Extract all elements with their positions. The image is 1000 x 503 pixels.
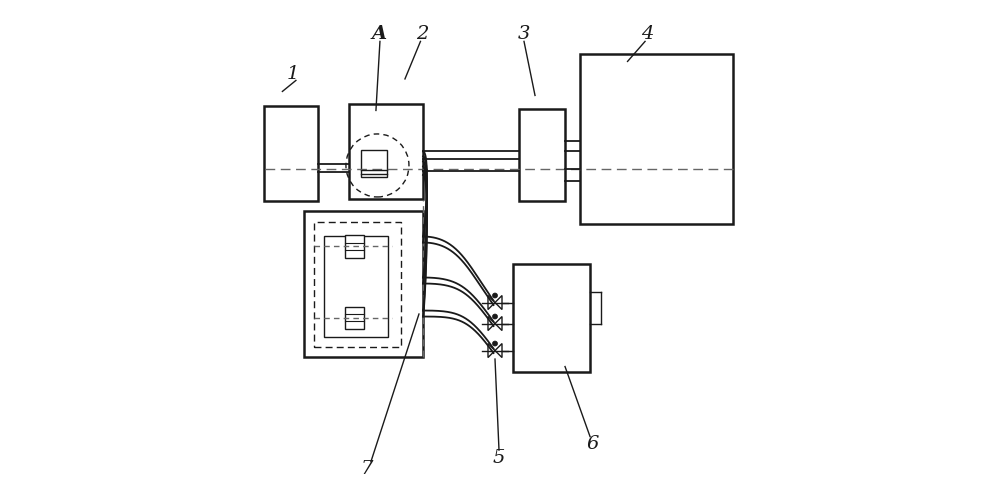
Text: A: A (371, 25, 387, 43)
Bar (345, 235, 364, 258)
Bar (361, 150, 387, 178)
Bar (513, 264, 590, 372)
Bar (519, 109, 565, 202)
Bar (264, 107, 318, 202)
Bar (580, 54, 733, 224)
Polygon shape (495, 344, 502, 358)
Text: 1: 1 (286, 65, 299, 83)
Polygon shape (488, 316, 495, 330)
Bar (345, 306, 364, 328)
Text: 3: 3 (518, 25, 530, 43)
Text: 6: 6 (586, 435, 599, 453)
Circle shape (492, 293, 497, 298)
Text: 5: 5 (493, 449, 505, 467)
Text: 4: 4 (641, 25, 654, 43)
Bar (349, 104, 423, 199)
Bar (324, 236, 388, 337)
Polygon shape (495, 296, 502, 309)
Circle shape (492, 341, 497, 346)
Circle shape (492, 314, 497, 319)
Bar (314, 222, 401, 347)
Text: 7: 7 (360, 460, 373, 478)
Bar (304, 211, 423, 357)
Polygon shape (488, 344, 495, 358)
Polygon shape (495, 316, 502, 330)
Text: 2: 2 (416, 25, 429, 43)
Polygon shape (488, 296, 495, 309)
